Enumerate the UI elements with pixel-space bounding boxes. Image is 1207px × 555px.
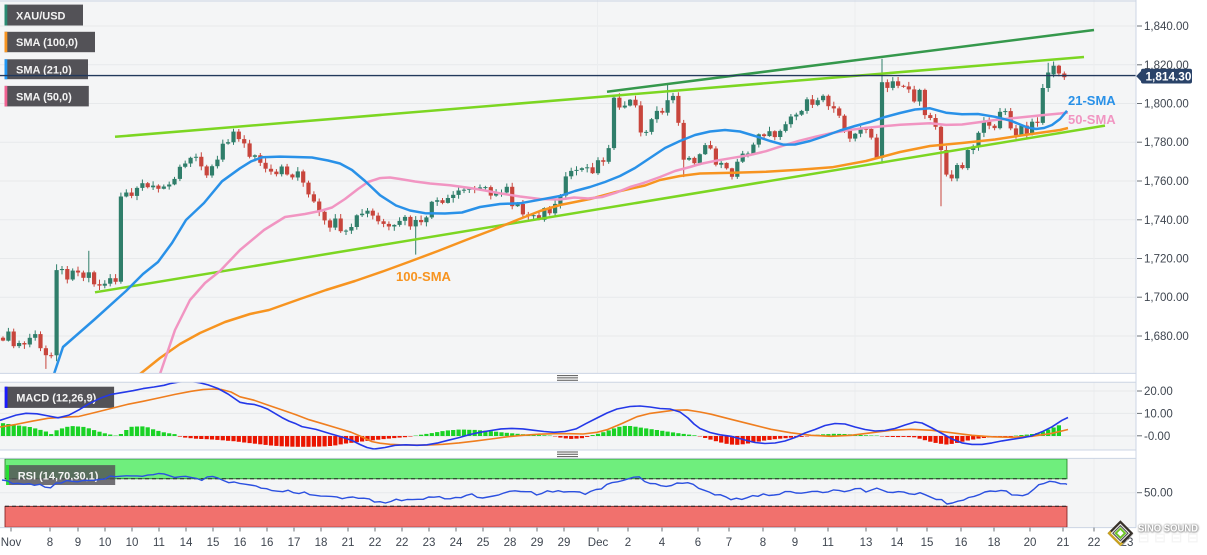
svg-text:14: 14 — [180, 537, 193, 549]
svg-text:SINO SOUND: SINO SOUND — [1138, 524, 1198, 535]
svg-text:MACD (12,26,9): MACD (12,26,9) — [16, 393, 96, 405]
svg-text:1,840.00: 1,840.00 — [1144, 21, 1189, 33]
svg-text:50.00: 50.00 — [1144, 488, 1173, 500]
svg-text:23: 23 — [423, 537, 436, 549]
svg-text:1,800.00: 1,800.00 — [1144, 99, 1189, 111]
svg-text:100-SMA: 100-SMA — [396, 269, 452, 284]
svg-text:1,720.00: 1,720.00 — [1144, 254, 1189, 266]
svg-text:9: 9 — [792, 537, 798, 549]
svg-text:15: 15 — [207, 537, 220, 549]
svg-text:13: 13 — [860, 537, 873, 549]
svg-text:11: 11 — [822, 537, 834, 549]
svg-text:29: 29 — [558, 537, 571, 549]
svg-text:1,680.00: 1,680.00 — [1144, 331, 1189, 343]
svg-text:-0.00: -0.00 — [1144, 431, 1170, 443]
svg-text:9: 9 — [75, 537, 81, 549]
svg-text:8: 8 — [760, 537, 766, 549]
svg-text:50-SMA: 50-SMA — [1068, 112, 1116, 127]
svg-text:16: 16 — [234, 537, 247, 549]
svg-text:20: 20 — [1024, 537, 1037, 549]
svg-text:RSI (14,70,30,1): RSI (14,70,30,1) — [18, 470, 99, 482]
svg-text:18: 18 — [315, 537, 328, 549]
svg-text:11: 11 — [153, 537, 165, 549]
svg-text:1,760.00: 1,760.00 — [1144, 176, 1189, 188]
svg-text:24: 24 — [450, 537, 463, 549]
svg-text:SMA (100,0): SMA (100,0) — [16, 37, 78, 49]
svg-text:25: 25 — [477, 537, 490, 549]
svg-text:17: 17 — [288, 537, 301, 549]
svg-text:8: 8 — [47, 537, 53, 549]
svg-text:28: 28 — [504, 537, 517, 549]
svg-text:10: 10 — [126, 537, 139, 549]
svg-text:6: 6 — [695, 537, 701, 549]
svg-text:4: 4 — [659, 537, 666, 549]
svg-text:10: 10 — [99, 537, 112, 549]
svg-text:Nov: Nov — [1, 537, 22, 549]
svg-text:15: 15 — [921, 537, 934, 549]
svg-text:2: 2 — [625, 537, 631, 549]
svg-text:16: 16 — [261, 537, 274, 549]
svg-text:14: 14 — [891, 537, 904, 549]
svg-text:18: 18 — [988, 537, 1001, 549]
svg-text:22: 22 — [396, 537, 409, 549]
svg-text:10.00: 10.00 — [1144, 408, 1173, 420]
svg-text:SMA (21,0): SMA (21,0) — [16, 64, 72, 76]
svg-text:XAU/USD: XAU/USD — [16, 10, 66, 22]
svg-text:7: 7 — [726, 537, 732, 549]
svg-text:16: 16 — [955, 537, 968, 549]
svg-text:22: 22 — [369, 537, 382, 549]
svg-text:SMA (50,0): SMA (50,0) — [16, 91, 72, 103]
svg-text:1,740.00: 1,740.00 — [1144, 215, 1189, 227]
svg-text:29: 29 — [531, 537, 544, 549]
svg-text:21-SMA: 21-SMA — [1068, 93, 1116, 108]
svg-text:21: 21 — [342, 537, 355, 549]
svg-text:21: 21 — [1057, 537, 1070, 549]
svg-text:22: 22 — [1088, 537, 1101, 549]
svg-text:1,780.00: 1,780.00 — [1144, 137, 1189, 149]
svg-text:Dec: Dec — [588, 537, 609, 549]
svg-text:1,700.00: 1,700.00 — [1144, 292, 1189, 304]
svg-text:20.00: 20.00 — [1144, 386, 1173, 398]
svg-text:1,814.30: 1,814.30 — [1146, 69, 1192, 83]
